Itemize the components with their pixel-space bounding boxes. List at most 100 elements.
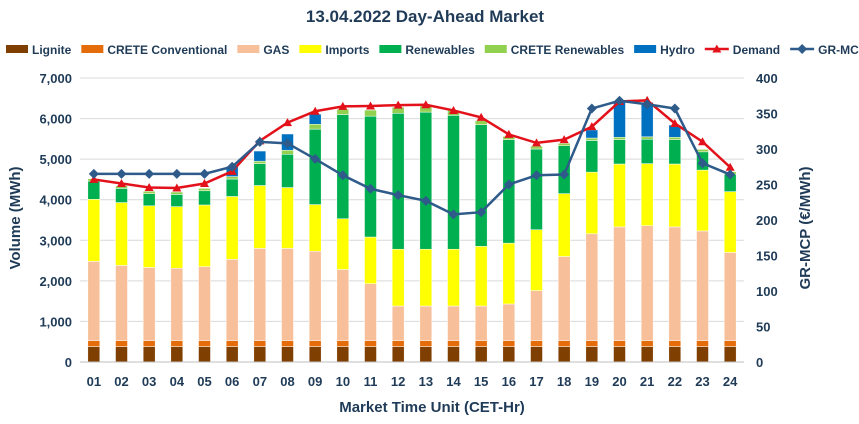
- x-tick-label: 09: [308, 374, 322, 389]
- bar-gas: [198, 266, 211, 341]
- bar-renewables: [419, 111, 433, 250]
- bar-imports: [308, 204, 322, 252]
- bar-gas: [364, 283, 377, 341]
- bar-imports: [640, 163, 654, 226]
- bar-imports: [723, 191, 737, 253]
- point-gr-mcp: [310, 153, 321, 164]
- y-tick-label: 1,000: [39, 314, 72, 329]
- y-tick-label: 2,000: [39, 274, 72, 289]
- bar-gas: [391, 305, 405, 341]
- legend-swatch: [379, 45, 402, 53]
- legend-swatch: [484, 45, 507, 53]
- y-tick-label: 7,000: [39, 71, 72, 86]
- legend-swatch: [634, 45, 657, 53]
- legend-item-imports: Imports: [299, 43, 370, 57]
- point-gr-mcp: [144, 168, 155, 179]
- bar-gas: [170, 268, 184, 341]
- point-gr-mcp: [725, 169, 736, 180]
- bar-lignite: [723, 346, 737, 363]
- bar-gas: [668, 226, 682, 341]
- axes: 01,0002,0003,0004,0005,0006,0007,0000501…: [39, 71, 777, 389]
- bar-crete-renewables: [640, 136, 654, 140]
- bar-lignite: [364, 346, 377, 363]
- bar-renewables: [668, 139, 682, 165]
- bar-lignite: [308, 346, 322, 363]
- legend-item-hydro: Hydro: [634, 43, 695, 57]
- bar-imports: [170, 206, 184, 269]
- bar-imports: [115, 202, 128, 266]
- bar-lignite: [502, 346, 516, 363]
- bar-hydro: [253, 150, 267, 162]
- bar-crete-conventional: [87, 340, 101, 347]
- x-axis-label: Market Time Unit (CET-Hr): [339, 399, 525, 416]
- y2-tick-label: 150: [756, 249, 778, 264]
- point-demand: [117, 178, 126, 187]
- bar-crete-conventional: [447, 340, 460, 347]
- point-demand: [421, 100, 431, 109]
- bar-imports: [474, 246, 488, 307]
- y2-tick-label: 250: [756, 178, 778, 193]
- bar-crete-renewables: [142, 190, 156, 194]
- point-demand: [476, 112, 486, 121]
- bar-crete-renewables: [281, 149, 294, 155]
- bar-imports: [364, 236, 377, 284]
- bar-renewables: [253, 163, 267, 186]
- bar-gas: [474, 305, 488, 341]
- bar-lignite: [696, 346, 709, 363]
- point-demand: [587, 122, 597, 131]
- y2-tick-label: 300: [756, 142, 778, 157]
- bar-imports: [281, 187, 294, 249]
- point-gr-mcp: [503, 179, 514, 190]
- bar-crete-conventional: [170, 340, 184, 347]
- point-gr-mcp: [116, 168, 127, 179]
- y-axis-label: Volume (MWh): [7, 166, 24, 269]
- bar-crete-renewables: [336, 108, 350, 115]
- point-gr-mcp: [88, 168, 99, 179]
- bar-imports: [696, 169, 709, 232]
- bar-imports: [668, 163, 682, 228]
- bar-crete-conventional: [364, 340, 377, 347]
- line-gr-mcp: [93, 99, 731, 216]
- point-demand: [283, 118, 292, 127]
- legend-swatch: [299, 45, 322, 53]
- bar-crete-conventional: [281, 340, 294, 347]
- point-demand: [89, 174, 99, 183]
- bar-series: [87, 100, 737, 363]
- bar-renewables: [87, 180, 101, 200]
- bar-renewables: [115, 188, 128, 203]
- bar-renewables: [281, 154, 294, 188]
- bar-crete-conventional: [419, 340, 433, 347]
- bar-imports: [225, 196, 239, 260]
- point-gr-mcp: [171, 168, 182, 179]
- point-demand: [144, 183, 154, 192]
- point-gr-mcp: [227, 161, 238, 172]
- y-tick-label: 0: [65, 355, 72, 370]
- bar-imports: [391, 248, 405, 307]
- point-gr-mcp: [642, 99, 653, 110]
- bar-lignite: [474, 346, 488, 363]
- x-tick-label: 20: [612, 374, 626, 389]
- y-tick-label: 4,000: [39, 193, 72, 208]
- bar-crete-renewables: [668, 136, 682, 140]
- bar-crete-conventional: [474, 340, 488, 347]
- bar-lignite: [668, 346, 682, 363]
- x-tick-label: 07: [253, 374, 267, 389]
- point-demand: [200, 178, 209, 187]
- bar-imports: [502, 242, 516, 305]
- bar-crete-conventional: [308, 340, 322, 347]
- y2-tick-label: 0: [756, 355, 763, 370]
- bar-lignite: [447, 346, 460, 363]
- point-gr-mcp: [254, 136, 265, 147]
- bar-gas: [115, 265, 128, 341]
- bar-imports: [142, 205, 156, 268]
- point-gr-mcp: [697, 158, 708, 169]
- bar-crete-renewables: [364, 109, 377, 117]
- point-demand: [172, 183, 182, 192]
- bar-lignite: [530, 346, 543, 363]
- legend-item-renewables: Renewables: [379, 43, 475, 57]
- point-demand: [559, 135, 569, 144]
- point-gr-mcp: [476, 207, 487, 218]
- bar-renewables: [198, 190, 211, 206]
- bar-crete-renewables: [557, 143, 571, 147]
